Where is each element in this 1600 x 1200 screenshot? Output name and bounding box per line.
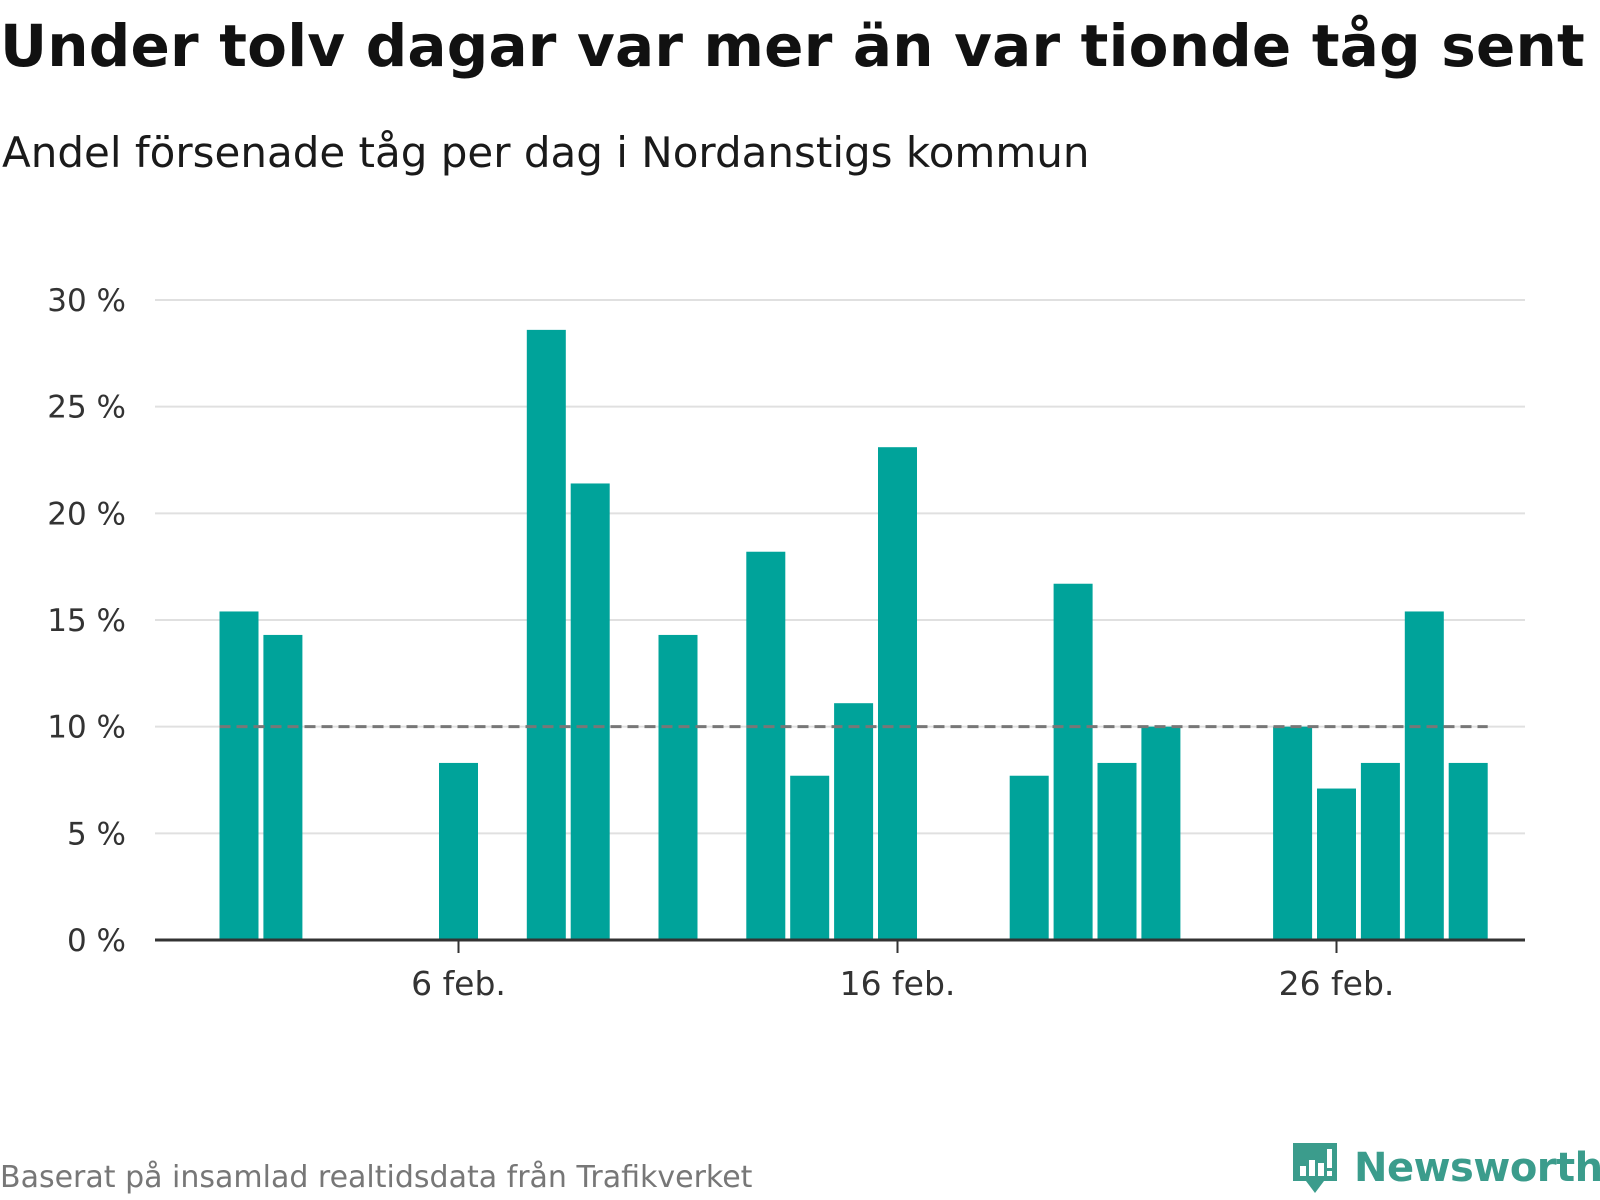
bar xyxy=(1360,762,1400,940)
bar xyxy=(658,634,698,940)
y-tick-label: 5 % xyxy=(67,816,126,852)
x-tick-label: 26 feb. xyxy=(1279,964,1395,1003)
y-tick-label: 30 % xyxy=(47,283,126,319)
bar xyxy=(1009,775,1049,940)
bar xyxy=(1317,788,1356,940)
bar xyxy=(526,329,566,940)
y-tick-label: 15 % xyxy=(47,603,126,639)
chart-subtitle: Andel försenade tåg per dag i Nordanstig… xyxy=(2,128,1090,177)
bar xyxy=(1404,611,1444,940)
brand-name: Newsworthy xyxy=(1354,1145,1600,1191)
bar xyxy=(1097,762,1137,940)
bar xyxy=(878,447,917,940)
y-tick-label: 20 % xyxy=(47,496,126,532)
bar xyxy=(1448,762,1488,940)
x-tick-label: 16 feb. xyxy=(840,964,956,1003)
y-axis-ticks: 0 % 5 % 10 % 15 % 20 % 25 % 30 % xyxy=(47,283,126,959)
y-tick-label: 25 % xyxy=(47,390,126,426)
bar xyxy=(1141,726,1181,940)
y-tick-label: 0 % xyxy=(67,923,126,959)
bars xyxy=(219,329,1488,940)
x-tick-label: 6 feb. xyxy=(411,964,506,1003)
bar xyxy=(570,483,610,940)
bar xyxy=(790,775,830,940)
brand-logo-link[interactable]: Newsworthy xyxy=(1290,1140,1600,1196)
y-tick-label: 10 % xyxy=(47,710,126,746)
bar xyxy=(439,762,478,940)
chart-title: Under tolv dagar var mer än var tionde t… xyxy=(0,12,1585,80)
bar xyxy=(263,634,303,940)
newsworthy-logo-icon xyxy=(1293,1143,1337,1193)
bar xyxy=(219,611,259,940)
bar xyxy=(1273,726,1313,940)
bar xyxy=(1053,583,1093,940)
source-note: Baserat på insamlad realtidsdata från Tr… xyxy=(0,1160,753,1195)
bar xyxy=(746,551,786,940)
x-axis-ticks: 6 feb. 16 feb. 26 feb. xyxy=(411,940,1394,1003)
bar xyxy=(834,703,874,940)
